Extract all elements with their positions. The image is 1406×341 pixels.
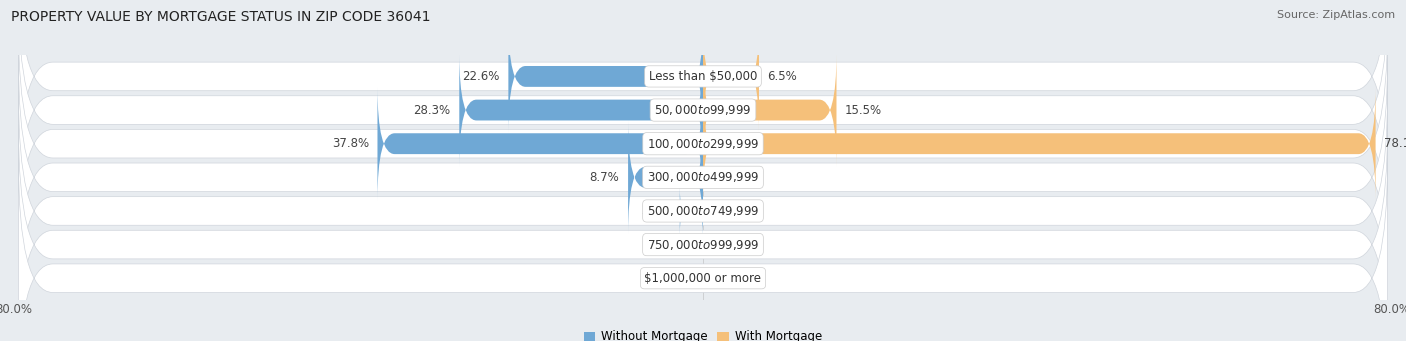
FancyBboxPatch shape xyxy=(460,53,703,167)
FancyBboxPatch shape xyxy=(18,24,1388,264)
Text: PROPERTY VALUE BY MORTGAGE STATUS IN ZIP CODE 36041: PROPERTY VALUE BY MORTGAGE STATUS IN ZIP… xyxy=(11,10,430,24)
FancyBboxPatch shape xyxy=(679,185,703,237)
FancyBboxPatch shape xyxy=(628,120,703,234)
FancyBboxPatch shape xyxy=(18,158,1388,341)
Text: $750,000 to $999,999: $750,000 to $999,999 xyxy=(647,238,759,252)
Text: 0.0%: 0.0% xyxy=(657,238,686,251)
Text: $50,000 to $99,999: $50,000 to $99,999 xyxy=(654,103,752,117)
Text: 0.0%: 0.0% xyxy=(720,272,749,285)
Text: $1,000,000 or more: $1,000,000 or more xyxy=(644,272,762,285)
FancyBboxPatch shape xyxy=(703,21,759,132)
Text: 0.0%: 0.0% xyxy=(720,205,749,218)
Text: 15.5%: 15.5% xyxy=(845,104,882,117)
Text: $500,000 to $749,999: $500,000 to $749,999 xyxy=(647,204,759,218)
Text: 37.8%: 37.8% xyxy=(332,137,368,150)
FancyBboxPatch shape xyxy=(18,57,1388,298)
FancyBboxPatch shape xyxy=(18,91,1388,331)
FancyBboxPatch shape xyxy=(377,87,703,201)
Text: 2.7%: 2.7% xyxy=(641,205,671,218)
Text: 0.0%: 0.0% xyxy=(720,171,749,184)
Text: 6.5%: 6.5% xyxy=(768,70,797,83)
Text: $100,000 to $299,999: $100,000 to $299,999 xyxy=(647,137,759,151)
FancyBboxPatch shape xyxy=(509,19,703,133)
Text: 28.3%: 28.3% xyxy=(413,104,451,117)
FancyBboxPatch shape xyxy=(703,53,837,167)
Text: 78.1%: 78.1% xyxy=(1384,137,1406,150)
Text: $300,000 to $499,999: $300,000 to $499,999 xyxy=(647,170,759,184)
FancyBboxPatch shape xyxy=(18,0,1388,230)
FancyBboxPatch shape xyxy=(18,0,1388,197)
Text: Source: ZipAtlas.com: Source: ZipAtlas.com xyxy=(1277,10,1395,20)
Text: Less than $50,000: Less than $50,000 xyxy=(648,70,758,83)
Text: 0.0%: 0.0% xyxy=(720,238,749,251)
FancyBboxPatch shape xyxy=(703,87,1375,201)
Text: 0.0%: 0.0% xyxy=(657,272,686,285)
Legend: Without Mortgage, With Mortgage: Without Mortgage, With Mortgage xyxy=(579,326,827,341)
Text: 8.7%: 8.7% xyxy=(589,171,620,184)
Text: 22.6%: 22.6% xyxy=(463,70,499,83)
FancyBboxPatch shape xyxy=(18,124,1388,341)
